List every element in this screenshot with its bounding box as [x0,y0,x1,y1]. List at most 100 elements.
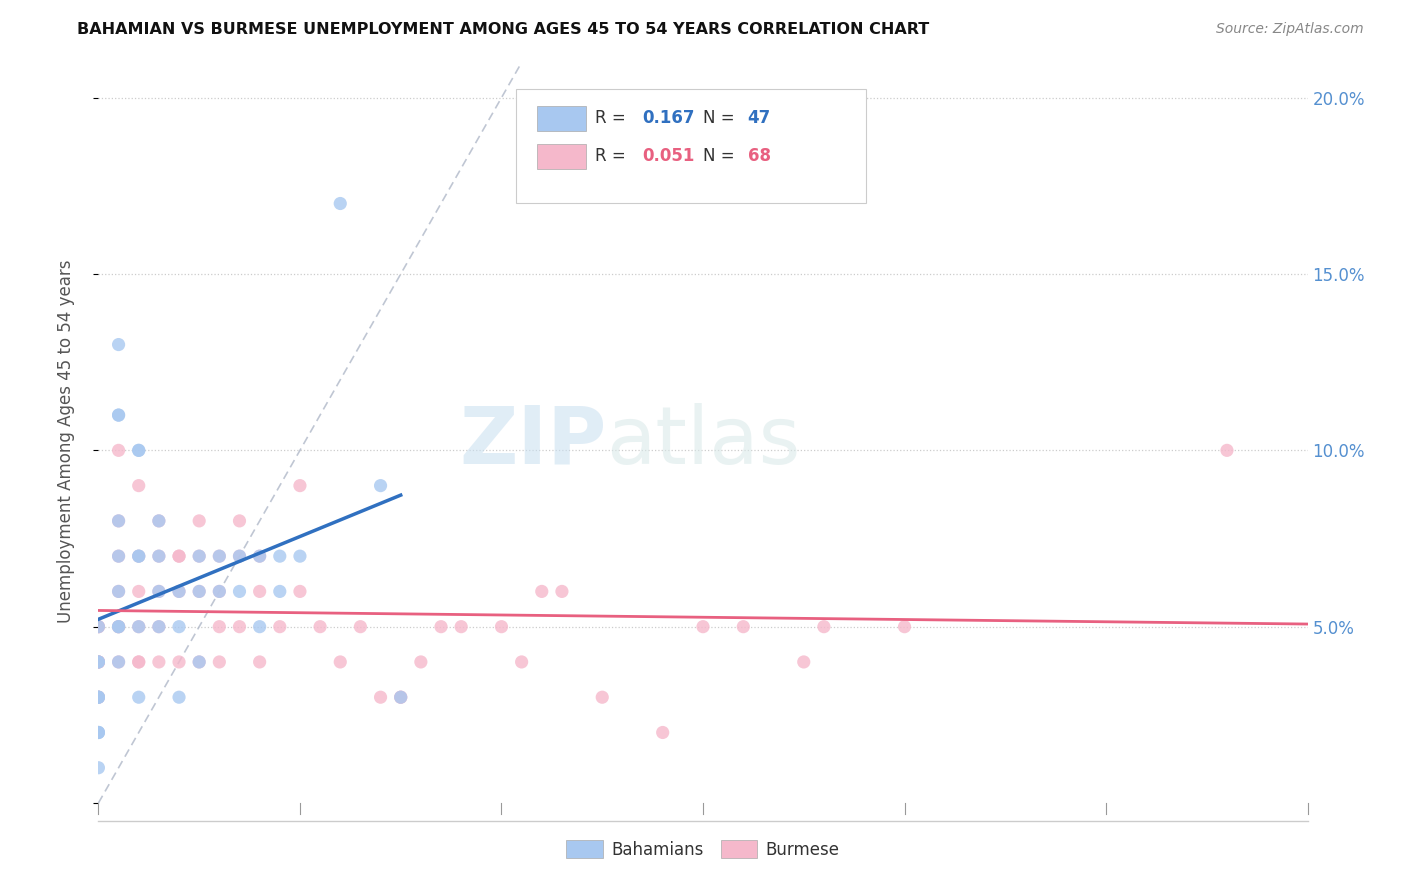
Point [370,690,392,705]
Point [87,690,110,705]
Point [87,725,110,739]
Point [409,655,432,669]
Point [288,478,311,492]
Point [128,549,150,563]
Point [107,514,129,528]
Point [148,549,170,563]
Point [87,690,110,705]
Point [208,655,231,669]
Point [128,549,150,563]
Point [249,549,271,563]
Point [107,584,129,599]
Point [389,690,412,705]
Text: N =: N = [703,109,740,127]
Point [167,690,190,705]
Point [87,725,110,739]
FancyBboxPatch shape [537,106,586,130]
Point [591,690,613,705]
Point [208,584,231,599]
Point [188,655,211,669]
Point [370,478,392,492]
Point [87,690,110,705]
Point [148,584,170,599]
Point [87,690,110,705]
Point [87,620,110,634]
Point [288,549,311,563]
Point [128,549,150,563]
Point [148,514,170,528]
Point [107,620,129,634]
Point [87,655,110,669]
Point [87,655,110,669]
Point [228,549,250,563]
Point [128,655,150,669]
Legend: Bahamians, Burmese: Bahamians, Burmese [560,833,846,865]
Point [167,620,190,634]
Point [167,584,190,599]
Point [148,655,170,669]
Point [208,549,231,563]
Point [128,620,150,634]
Point [188,584,211,599]
Point [228,549,250,563]
Point [551,584,574,599]
Point [651,725,673,739]
Point [188,549,211,563]
Point [107,620,129,634]
Point [107,655,129,669]
Point [269,584,291,599]
Point [107,620,129,634]
Point [249,655,271,669]
Point [349,620,371,634]
Point [228,620,250,634]
Point [107,408,129,422]
Point [87,620,110,634]
Point [128,620,150,634]
Point [87,655,110,669]
Point [329,655,352,669]
Point [249,549,271,563]
Point [188,514,211,528]
Point [107,443,129,458]
Point [128,655,150,669]
Point [87,655,110,669]
Point [148,549,170,563]
Y-axis label: Unemployment Among Ages 45 to 54 years: Unemployment Among Ages 45 to 54 years [56,260,75,624]
Point [148,584,170,599]
Point [430,620,453,634]
Point [167,549,190,563]
FancyBboxPatch shape [516,89,866,202]
Point [107,408,129,422]
Text: Source: ZipAtlas.com: Source: ZipAtlas.com [1216,22,1364,37]
Text: R =: R = [595,146,631,165]
Text: 0.051: 0.051 [643,146,695,165]
Point [87,620,110,634]
Point [249,620,271,634]
Text: atlas: atlas [606,402,800,481]
Text: BAHAMIAN VS BURMESE UNEMPLOYMENT AMONG AGES 45 TO 54 YEARS CORRELATION CHART: BAHAMIAN VS BURMESE UNEMPLOYMENT AMONG A… [77,22,929,37]
Point [148,620,170,634]
Text: 47: 47 [748,109,770,127]
Point [329,196,352,211]
Point [87,725,110,739]
Point [107,655,129,669]
Point [228,514,250,528]
Text: N =: N = [703,146,740,165]
Point [269,620,291,634]
Point [208,549,231,563]
Point [1216,443,1239,458]
Point [107,620,129,634]
Text: 68: 68 [748,146,770,165]
Point [167,549,190,563]
Point [107,337,129,351]
Point [188,584,211,599]
Point [87,690,110,705]
Point [530,584,553,599]
Point [107,549,129,563]
Text: 0.167: 0.167 [643,109,695,127]
Point [228,584,250,599]
Point [893,620,915,634]
Point [128,478,150,492]
Point [813,620,835,634]
Point [87,655,110,669]
